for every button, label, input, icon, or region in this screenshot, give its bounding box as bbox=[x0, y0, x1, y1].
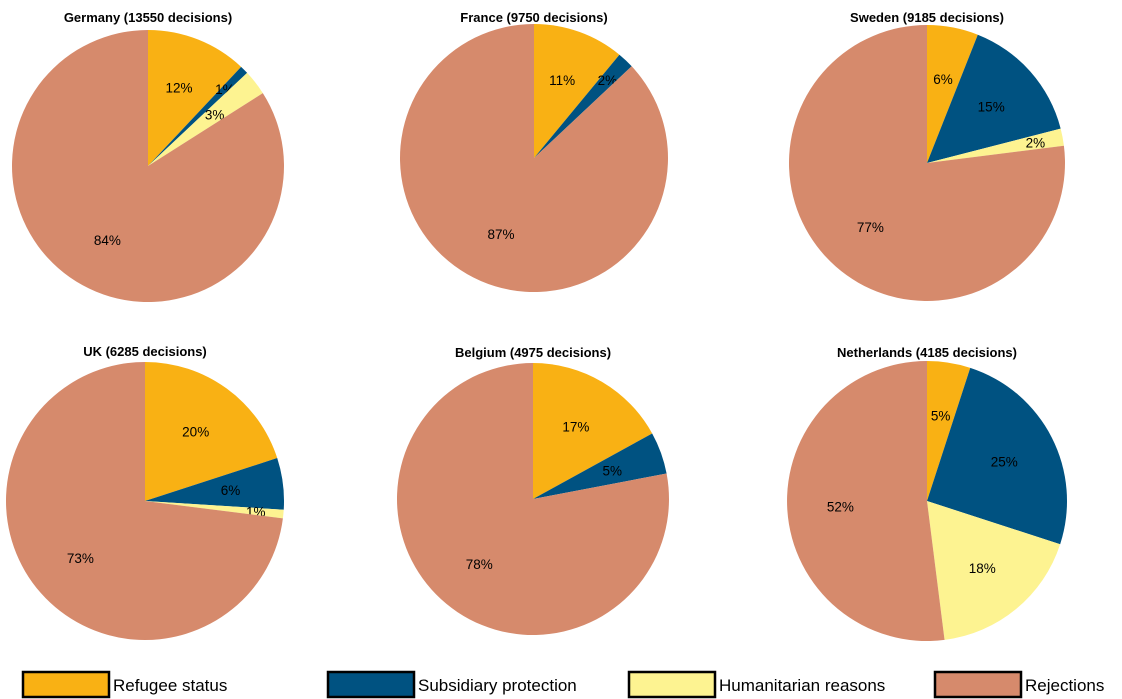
pie-slice-refugee-status bbox=[927, 25, 978, 163]
slice-label: 20% bbox=[182, 424, 209, 439]
pie-slice-subsidiary-protection bbox=[148, 66, 248, 166]
legend: Refugee status Subsidiary protection Human… bbox=[21, 670, 1104, 699]
pie-4: UK (6285 decisions)20%6%1%73% bbox=[5, 344, 285, 640]
pie-slice-humanitarian-reasons bbox=[927, 501, 1061, 640]
pie-2: France (9750 decisions) 11% 2% 87% bbox=[399, 10, 668, 293]
pie-slice-subsidiary-protection bbox=[534, 54, 632, 158]
pie-1: Germany (13550 decisions)12% 1%3%84% bbox=[11, 10, 284, 302]
pie-slice-subsidiary-protection bbox=[927, 367, 1068, 545]
pie-slice-rejections bbox=[399, 24, 668, 293]
legend-item: Humanitarian reasons bbox=[627, 670, 885, 699]
slice-label: 78% bbox=[466, 557, 493, 572]
pie-title: Germany (13550 decisions) bbox=[64, 10, 232, 25]
slice-label: 6% bbox=[933, 72, 953, 87]
pie-slice-rejections bbox=[11, 30, 284, 302]
slice-label: 52% bbox=[827, 500, 854, 515]
pie-slice-refugee-status bbox=[148, 29, 242, 166]
slice-label: 6% bbox=[221, 483, 241, 498]
slice-label: 73% bbox=[67, 551, 94, 566]
pie-slice-rejections bbox=[396, 363, 669, 635]
legend-item: Rejections bbox=[933, 670, 1104, 699]
pie-slice-subsidiary-protection bbox=[533, 433, 667, 499]
pie-slice-rejections bbox=[788, 25, 1065, 301]
legend-swatch bbox=[627, 670, 717, 699]
slice-label: 12% bbox=[165, 81, 192, 96]
slice-label: 5% bbox=[931, 408, 951, 423]
slice-label: 2% bbox=[1026, 135, 1046, 150]
legend-item: Subsidiary protection bbox=[326, 670, 577, 699]
slice-label: 17% bbox=[562, 419, 589, 434]
legend-item: Refugee status bbox=[21, 670, 227, 699]
legend-swatch bbox=[21, 670, 111, 699]
pie-slice-humanitarian-reasons bbox=[148, 72, 263, 166]
pie-slice-rejections bbox=[5, 362, 283, 640]
slice-label: 15% bbox=[978, 99, 1005, 114]
pie-slice-subsidiary-protection bbox=[145, 458, 285, 510]
pie-slice-humanitarian-reasons bbox=[927, 128, 1064, 163]
legend-label: Humanitarian reasons bbox=[719, 676, 885, 695]
pie-5: Belgium (4975 decisions) 17% 5% 78% bbox=[396, 345, 669, 635]
pie-slice-refugee-status bbox=[533, 363, 653, 499]
slice-label: 5% bbox=[603, 463, 623, 478]
pie-slice-refugee-status bbox=[534, 24, 620, 158]
pie-title: Belgium (4975 decisions) bbox=[455, 345, 611, 360]
slice-label: 3% bbox=[205, 107, 225, 122]
pie-title: Sweden (9185 decisions) bbox=[850, 10, 1004, 25]
pie-title: France (9750 decisions) bbox=[460, 10, 607, 25]
pie-title: Netherlands (4185 decisions) bbox=[837, 345, 1017, 360]
slice-label: 84% bbox=[94, 233, 121, 248]
slice-label: 2% bbox=[598, 73, 618, 88]
slice-label: 18% bbox=[969, 561, 996, 576]
legend-label: Subsidiary protection bbox=[418, 676, 577, 695]
slice-label: 77% bbox=[857, 220, 884, 235]
pie-slice-subsidiary-protection bbox=[927, 34, 1061, 163]
slice-label: 25% bbox=[991, 455, 1018, 470]
pie-slice-refugee-status bbox=[145, 362, 278, 501]
legend-label: Refugee status bbox=[113, 676, 227, 695]
pie-3: Sweden (9185 decisions) 6% 15% 2% 77% bbox=[788, 10, 1065, 301]
legend-swatch bbox=[326, 670, 416, 699]
slice-label: 87% bbox=[487, 227, 514, 242]
pie-6: Netherlands (4185 decisions) 5% 25% 18% 52% bbox=[787, 345, 1068, 641]
legend-label: Rejections bbox=[1025, 676, 1104, 695]
pie-slice-humanitarian-reasons bbox=[145, 501, 284, 519]
pie-slice-refugee-status bbox=[927, 361, 971, 501]
legend-swatch bbox=[933, 670, 1023, 699]
pie-slice-rejections bbox=[787, 361, 945, 641]
slice-label: 11% bbox=[549, 73, 575, 88]
pie-title: UK (6285 decisions) bbox=[83, 344, 207, 359]
